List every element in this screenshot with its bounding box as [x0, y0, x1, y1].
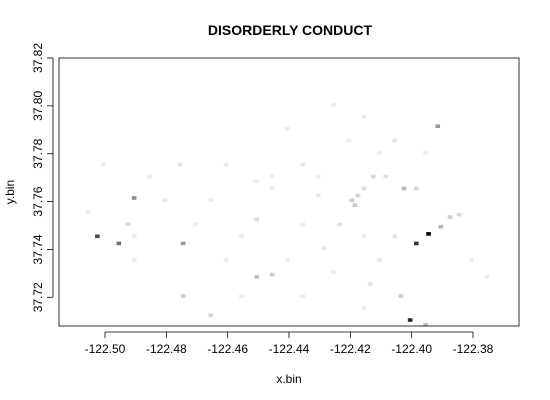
heatmap-cell — [285, 126, 290, 131]
heatmap-cell — [426, 232, 431, 236]
heatmap-cell — [239, 294, 244, 298]
plot-frame — [58, 57, 520, 327]
heatmap-cell — [269, 186, 275, 191]
heatmap-cell — [355, 193, 361, 198]
heatmap-cell — [285, 258, 290, 262]
heatmap-cell — [239, 234, 244, 239]
heatmap-cell — [162, 198, 168, 203]
y-tick-label: 37.78 — [31, 138, 45, 168]
heatmap-cell — [300, 222, 306, 227]
x-tick-label: -122.40 — [391, 342, 432, 356]
x-axis: -122.50 -122.48 -122.46 -122.44 -122.42 -122.… — [85, 331, 494, 356]
y-tick-label: 37.72 — [31, 282, 45, 312]
x-tick-label: -122.38 — [453, 342, 494, 356]
heatmap-cell — [315, 193, 321, 198]
heatmap-cell — [447, 215, 453, 219]
heatmap-cell — [193, 222, 198, 227]
heatmap-cell — [208, 198, 214, 203]
heatmap-cell — [377, 150, 382, 155]
heatmap-cell — [361, 234, 367, 239]
heatmap-cell — [392, 138, 398, 143]
heatmap-cell — [254, 179, 260, 184]
heatmap-cell — [223, 162, 229, 167]
heatmap-cell — [401, 186, 407, 191]
heatmap-cell — [423, 323, 428, 327]
heatmap-cell — [300, 294, 306, 298]
heatmap-cell — [254, 275, 260, 279]
heatmap-cell — [349, 198, 355, 203]
heatmap-cell — [469, 258, 474, 262]
heatmap-cell — [180, 241, 186, 246]
heatmap-cell — [85, 210, 91, 215]
heatmap-cell — [321, 246, 327, 251]
y-tick-label: 37.76 — [31, 186, 45, 216]
heatmap-cell — [223, 258, 229, 262]
heatmap-cell — [352, 203, 358, 207]
heatmap-cell — [361, 186, 367, 191]
heatmap-cell — [377, 258, 382, 262]
heatmap-cell — [392, 234, 398, 239]
heatmap-cell — [131, 258, 137, 262]
heatmap-cell — [177, 162, 183, 167]
heatmap-cell — [398, 294, 404, 298]
x-tick-label: -122.44 — [269, 342, 310, 356]
heatmap-cell — [254, 217, 260, 222]
heatmap-cell — [361, 114, 367, 119]
heatmap-cell — [300, 162, 306, 167]
heatmap-cell — [116, 241, 122, 246]
y-tick-label: 37.82 — [31, 43, 45, 73]
y-axis: 37.72 37.74 37.76 37.78 37.80 37.82 — [31, 43, 54, 312]
y-axis-label: y.bin — [3, 180, 17, 204]
heatmap-cell — [125, 222, 131, 227]
heatmap-cell — [371, 174, 376, 179]
heatmap-cell — [131, 196, 137, 200]
heatmap-cell — [438, 224, 444, 229]
heatmap-cell — [331, 270, 336, 274]
x-tick-label: -122.42 — [330, 342, 371, 356]
heatmap-cell — [407, 318, 413, 322]
y-tick-label: 37.80 — [31, 91, 45, 121]
heatmap-cell — [346, 138, 352, 143]
heatmap-cell — [484, 275, 490, 279]
heatmap-cell — [456, 212, 462, 217]
chart-title: DISORDERLY CONDUCT — [208, 22, 373, 38]
x-tick-label: -122.50 — [85, 342, 126, 356]
heatmap-cell — [180, 294, 186, 298]
heatmap-cell — [383, 174, 388, 179]
heatmap-cells — [85, 102, 490, 327]
heatmap-cell — [147, 174, 152, 179]
heatmap-cell — [435, 124, 441, 128]
heatmap-cell — [423, 150, 428, 155]
heatmap-cell — [269, 174, 275, 179]
heatmap-cell — [413, 241, 419, 246]
heatmap-cell — [337, 222, 342, 227]
heatmap-cell — [367, 282, 373, 286]
heatmap-cell — [269, 272, 275, 277]
heatmap-cell — [101, 162, 106, 167]
x-tick-label: -122.46 — [207, 342, 248, 356]
heatmap-cell — [361, 306, 367, 310]
x-tick-label: -122.48 — [146, 342, 187, 356]
heatmap-cell — [131, 234, 137, 239]
y-tick-label: 37.74 — [31, 234, 45, 264]
heatmap-cell — [413, 186, 419, 191]
heatmap-cell — [331, 102, 336, 107]
x-axis-label: x.bin — [276, 372, 301, 386]
heatmap-cell — [315, 174, 321, 179]
heatmap-cell — [208, 313, 214, 318]
heatmap-cell — [95, 234, 100, 239]
